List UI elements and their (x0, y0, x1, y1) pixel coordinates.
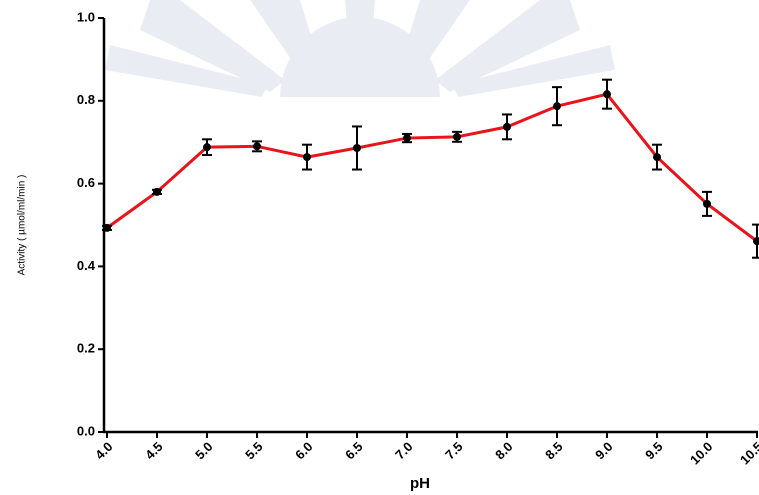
chart: pH Activity ( µmol/ml/min ) 0.0 0.2 0.4 0.6… (0, 0, 759, 495)
y-tick-label: 0.2 (77, 341, 95, 356)
point (453, 133, 461, 141)
x-tick-label: 4.0 (92, 439, 115, 462)
point (503, 123, 511, 131)
x-tick-label: 7.0 (392, 439, 415, 462)
x-tick-label: 9.5 (642, 439, 665, 462)
point (703, 200, 711, 208)
point (253, 142, 261, 150)
point (353, 144, 361, 152)
point (403, 134, 411, 142)
point (653, 153, 661, 161)
y-tick-label: 0.8 (77, 92, 95, 107)
y-axis-label: Activity ( µmol/ml/min ) (17, 175, 28, 276)
x-tick-label: 5.0 (192, 439, 215, 462)
series-line (107, 94, 757, 241)
x-tick-label: 8.5 (542, 439, 565, 462)
point (203, 143, 211, 151)
x-tick-label: 7.5 (442, 439, 465, 462)
watermark (105, 0, 615, 97)
point (553, 102, 561, 110)
x-axis-label: pH (410, 475, 430, 492)
x-tick-label: 10.5 (737, 439, 759, 468)
x-tick-label: 8.0 (492, 439, 515, 462)
y-tick-label: 0.6 (77, 175, 95, 190)
x-tick-label: 5.5 (242, 439, 265, 462)
x-tick-label: 9.0 (592, 439, 615, 462)
point (153, 188, 161, 196)
x-tick-label: 6.0 (292, 439, 315, 462)
point (603, 90, 611, 98)
x-tick-label: 6.5 (342, 439, 365, 462)
point (303, 153, 311, 161)
y-tick-label: 0.0 (77, 423, 95, 438)
y-tick-label: 0.4 (77, 258, 96, 273)
x-tick-label: 10.0 (687, 439, 716, 468)
y-tick-label: 1.0 (77, 9, 95, 24)
x-tick-label: 4.5 (142, 439, 165, 462)
point (103, 224, 111, 232)
